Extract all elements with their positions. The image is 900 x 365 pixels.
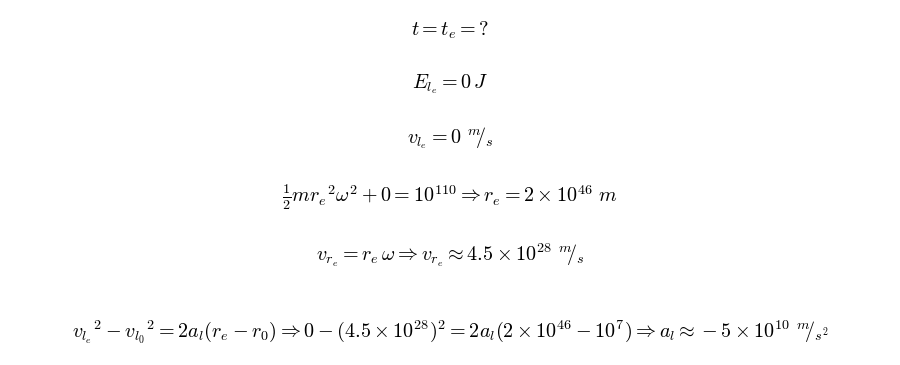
Text: $v_{l_e}{}^{2} - v_{l_0}{}^{2} = 2a_l(r_e - r_0) \Rightarrow 0 - (4.5 \times 10^: $v_{l_e}{}^{2} - v_{l_0}{}^{2} = 2a_l(r_… [72, 318, 828, 346]
Text: $v_{l_e} = 0\ ^{m}\!\!/_{s}$: $v_{l_e} = 0\ ^{m}\!\!/_{s}$ [407, 125, 493, 151]
Text: $v_{r_e} = r_e\,\omega \Rightarrow v_{r_e} \approx 4.5 \times 10^{28}\ ^{m}\!\!/: $v_{r_e} = r_e\,\omega \Rightarrow v_{r_… [316, 242, 584, 269]
Text: $E_{l_e} = 0\,J$: $E_{l_e} = 0\,J$ [412, 72, 488, 96]
Text: $t = t_e = ?$: $t = t_e = ?$ [411, 20, 489, 41]
Text: $\frac{1}{2}mr_e{}^{2}\omega^2 + 0 = 10^{110} \Rightarrow r_e = 2 \times 10^{46}: $\frac{1}{2}mr_e{}^{2}\omega^2 + 0 = 10^… [283, 182, 617, 212]
